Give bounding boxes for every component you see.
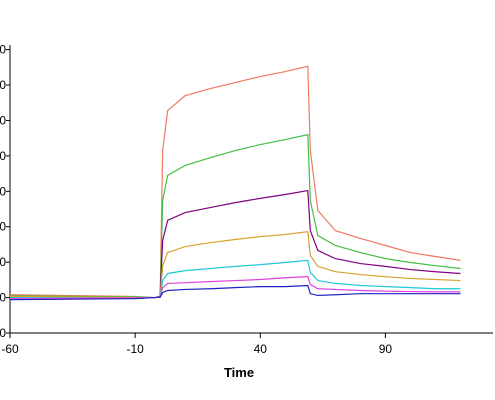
y-tick-label: 40 <box>0 149 6 163</box>
y-tick-label: 70 <box>0 43 6 57</box>
y-tick-label: 10 <box>0 255 6 269</box>
x-tick-label: -60 <box>1 342 19 356</box>
x-tick-label: 90 <box>379 342 393 356</box>
y-tick-label: 30 <box>0 184 6 198</box>
y-tick-label: 60 <box>0 78 6 92</box>
series-line <box>9 259 461 299</box>
series-line <box>9 133 461 299</box>
y-tick-label: 50 <box>0 113 6 127</box>
x-tick-label: -10 <box>126 342 144 356</box>
series-line <box>9 189 461 300</box>
x-axis-label: Time <box>224 365 254 380</box>
y-tick-label: -10 <box>0 326 6 340</box>
y-tick-label: 20 <box>0 220 6 234</box>
series-line <box>9 284 461 301</box>
y-tick-label: 0 <box>0 291 6 305</box>
series-line <box>9 65 461 299</box>
x-tick-label: 40 <box>254 342 268 356</box>
